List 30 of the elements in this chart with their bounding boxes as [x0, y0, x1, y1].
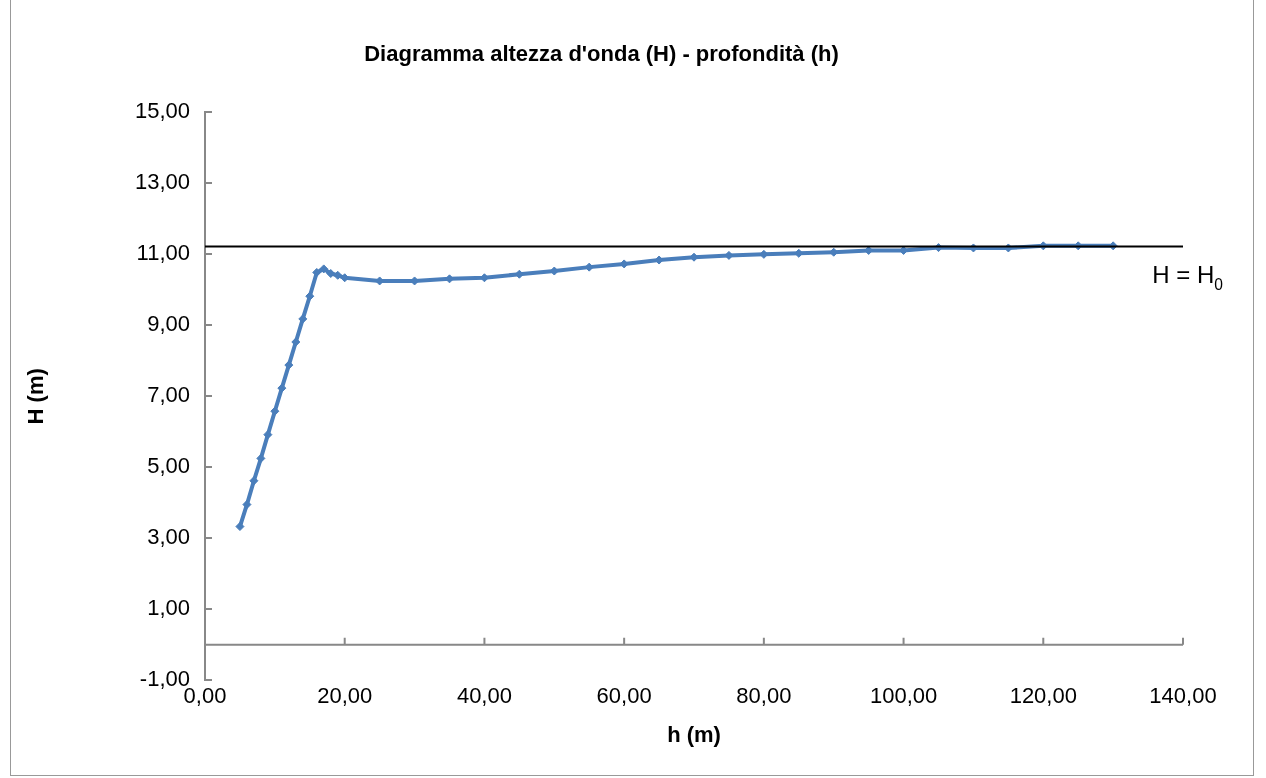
- point: [312, 267, 322, 277]
- y-tick-label: 5,00: [147, 453, 190, 479]
- y-tick-label: 13,00: [134, 169, 190, 195]
- y-tick-label: 15,00: [134, 98, 190, 124]
- y-tick-label: 11,00: [136, 240, 190, 266]
- y-tick-label: 9,00: [147, 311, 190, 337]
- point: [249, 476, 259, 486]
- point: [235, 522, 245, 532]
- x-tick-label: 40,00: [456, 683, 512, 709]
- y-tick-label: 3,00: [147, 524, 190, 550]
- x-tick-label: 100,00: [869, 683, 938, 709]
- x-tick-label: 20,00: [317, 683, 373, 709]
- point: [263, 430, 273, 440]
- y-tick-label: 1,00: [147, 595, 190, 621]
- point: [291, 337, 301, 347]
- point: [326, 269, 336, 279]
- y-tick-label: 7,00: [147, 382, 190, 408]
- point: [333, 270, 343, 280]
- point: [298, 314, 308, 324]
- x-axis-title: h (m): [667, 721, 721, 747]
- x-tick-label: 80,00: [736, 683, 792, 709]
- chart-title: Diagramma altezza d'onda (H) - profondità (h): [364, 41, 839, 67]
- y-axis-title: H (m): [23, 368, 49, 425]
- x-tick-label: 120,00: [1009, 683, 1077, 709]
- x-tick-label: 60,00: [596, 683, 652, 709]
- point: [277, 383, 287, 393]
- point: [319, 264, 329, 274]
- x-tick-label: 140,00: [1149, 683, 1217, 709]
- point: [242, 500, 252, 510]
- point: [284, 360, 294, 370]
